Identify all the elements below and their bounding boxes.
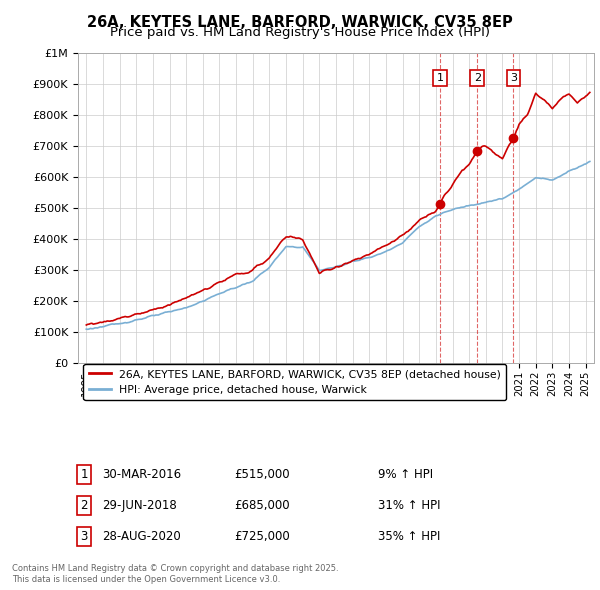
Text: Contains HM Land Registry data © Crown copyright and database right 2025.: Contains HM Land Registry data © Crown c… [12, 565, 338, 573]
Text: 1: 1 [436, 73, 443, 83]
Text: 9% ↑ HPI: 9% ↑ HPI [378, 468, 433, 481]
Text: This data is licensed under the Open Government Licence v3.0.: This data is licensed under the Open Gov… [12, 575, 280, 584]
Text: £515,000: £515,000 [234, 468, 290, 481]
Text: 2: 2 [80, 499, 88, 512]
Text: 3: 3 [80, 530, 88, 543]
Text: 26A, KEYTES LANE, BARFORD, WARWICK, CV35 8EP: 26A, KEYTES LANE, BARFORD, WARWICK, CV35… [87, 15, 513, 30]
Text: £685,000: £685,000 [234, 499, 290, 512]
Text: 2: 2 [474, 73, 481, 83]
Text: 29-JUN-2018: 29-JUN-2018 [102, 499, 177, 512]
Text: 3: 3 [510, 73, 517, 83]
Text: 31% ↑ HPI: 31% ↑ HPI [378, 499, 440, 512]
Legend: 26A, KEYTES LANE, BARFORD, WARWICK, CV35 8EP (detached house), HPI: Average pric: 26A, KEYTES LANE, BARFORD, WARWICK, CV35… [83, 364, 506, 400]
Text: 28-AUG-2020: 28-AUG-2020 [102, 530, 181, 543]
Text: 30-MAR-2016: 30-MAR-2016 [102, 468, 181, 481]
Text: £725,000: £725,000 [234, 530, 290, 543]
Text: Price paid vs. HM Land Registry's House Price Index (HPI): Price paid vs. HM Land Registry's House … [110, 26, 490, 39]
Text: 1: 1 [80, 468, 88, 481]
Text: 35% ↑ HPI: 35% ↑ HPI [378, 530, 440, 543]
